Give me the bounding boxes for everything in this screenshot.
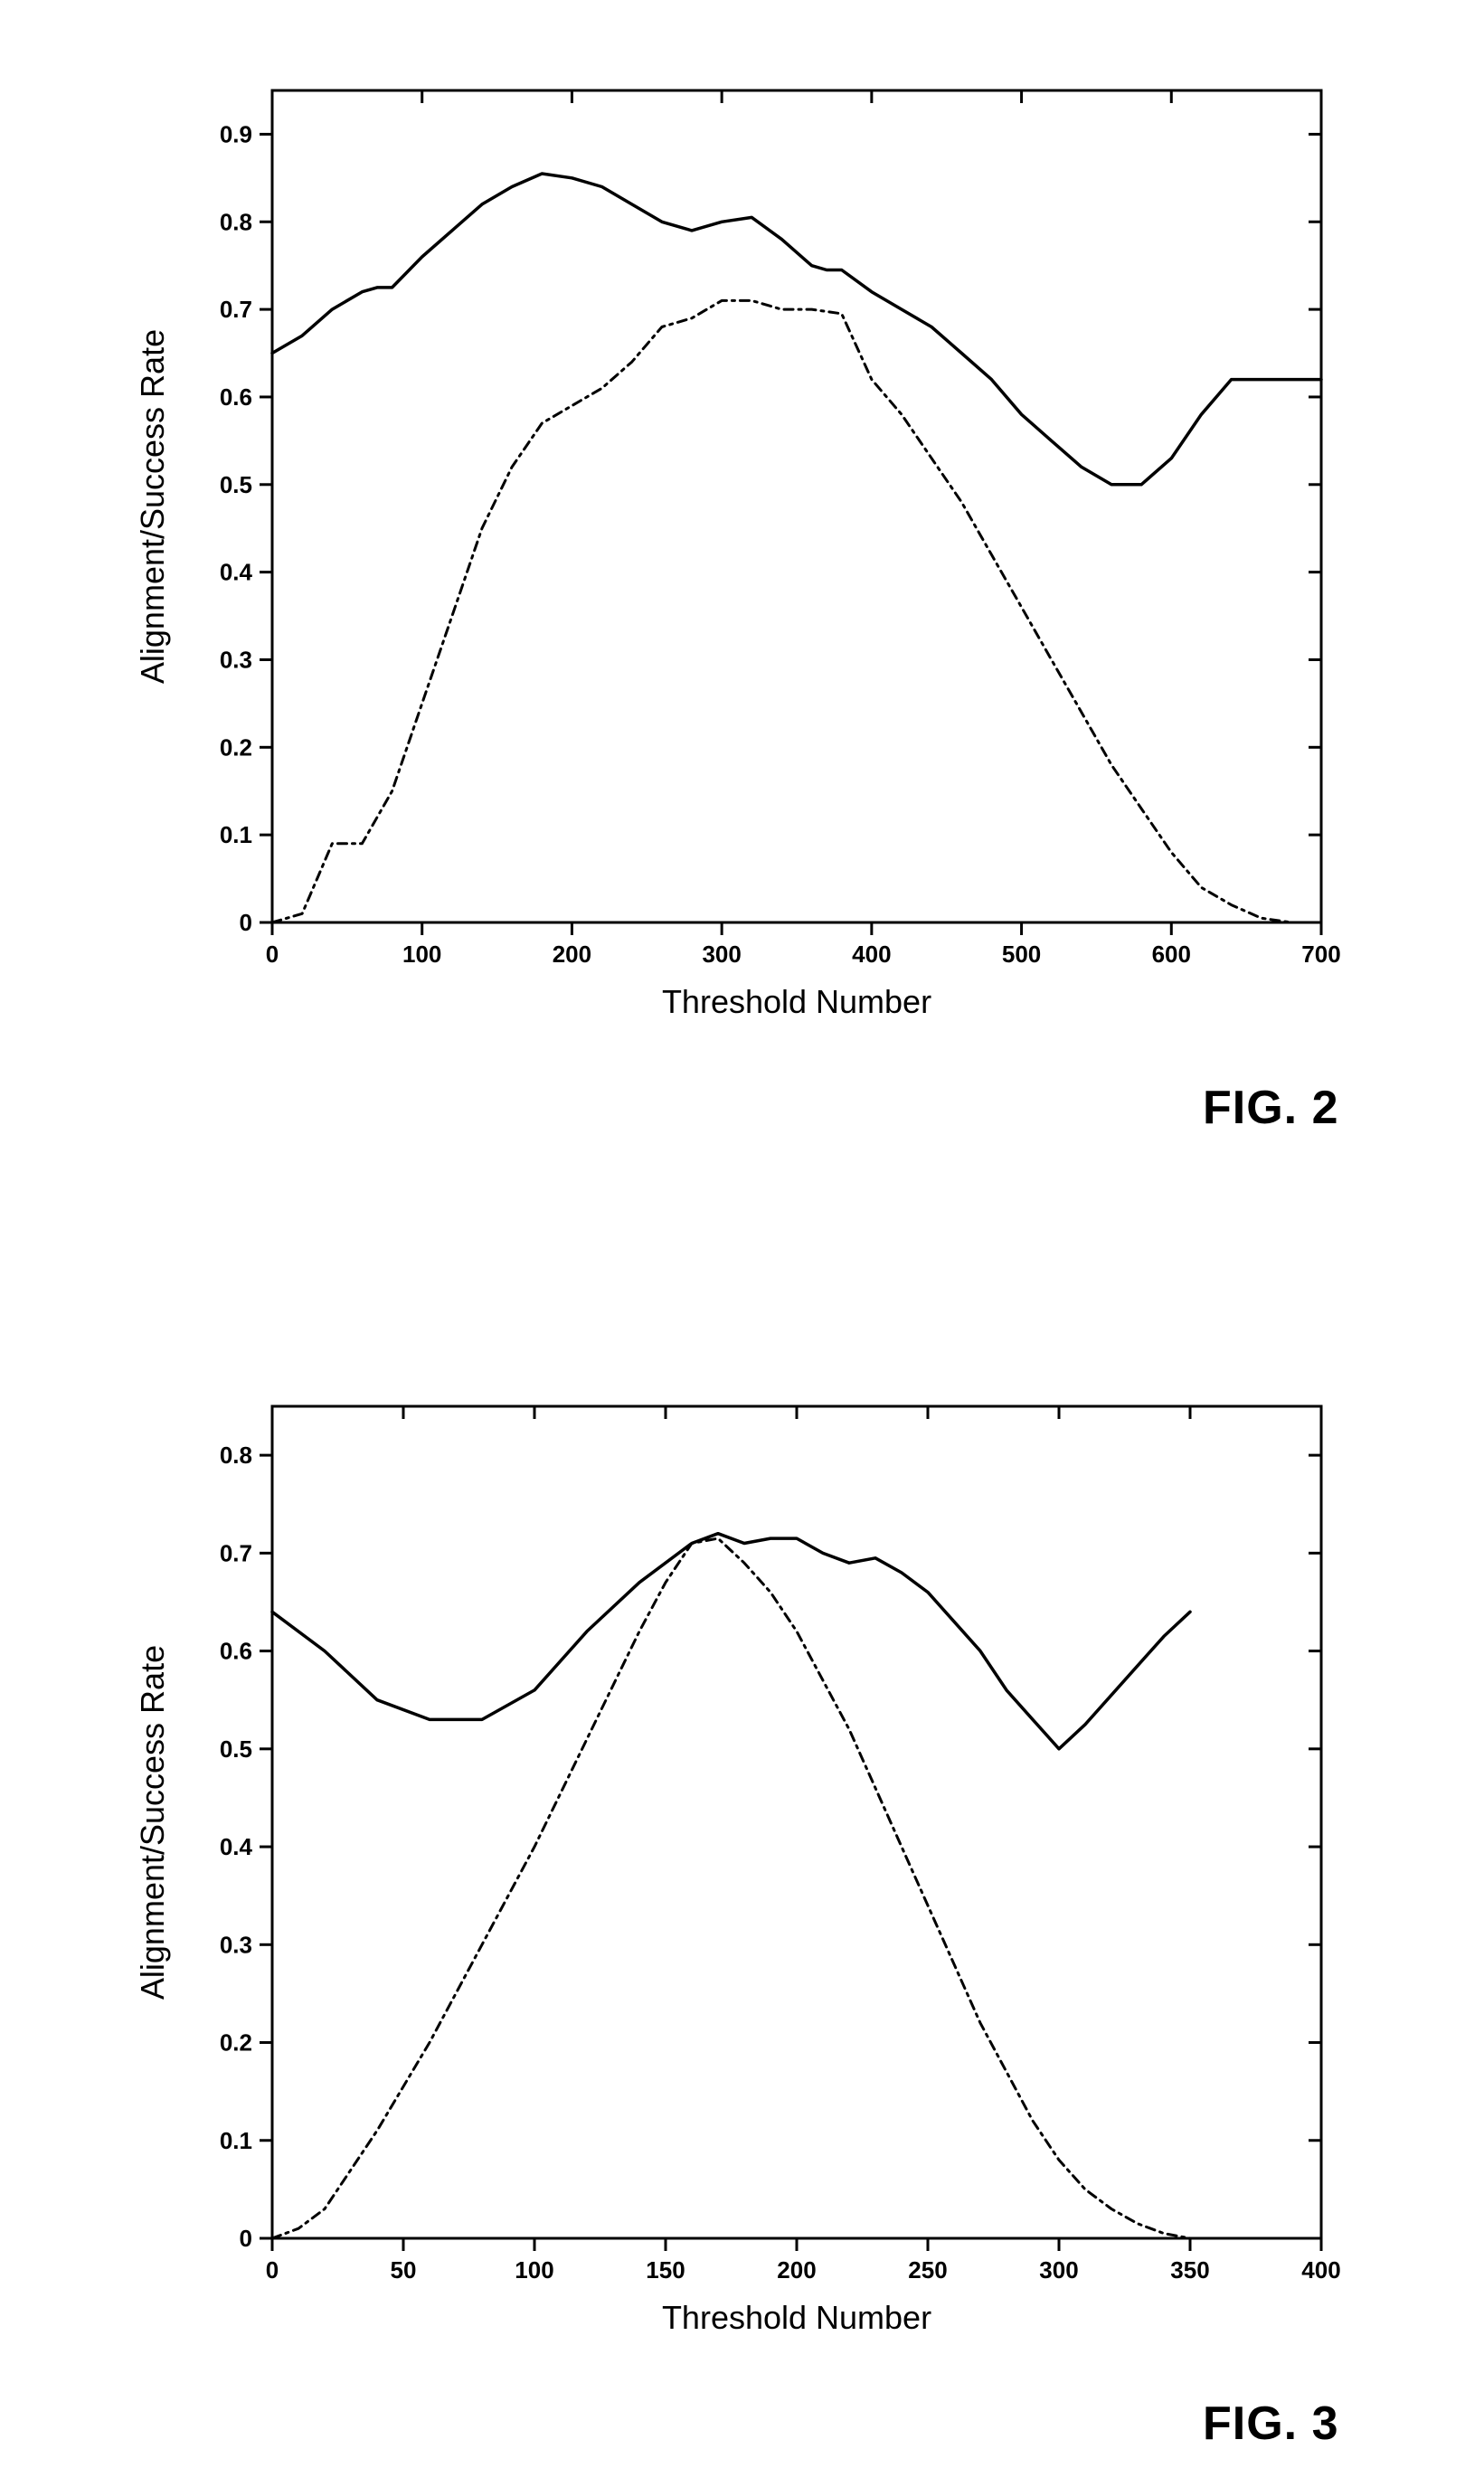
- svg-text:300: 300: [702, 941, 741, 968]
- svg-text:0.4: 0.4: [219, 559, 252, 586]
- svg-text:0.2: 0.2: [219, 733, 251, 761]
- spacer: [0, 1171, 1484, 1316]
- svg-text:0.3: 0.3: [219, 1931, 251, 1958]
- figure-3-chart: 0 50 100 150 200 250 300 350 400 0 0.1 0.2 0.3 0.4 0.5…: [109, 1370, 1375, 2365]
- svg-text:250: 250: [908, 2256, 947, 2284]
- svg-text:0.2: 0.2: [219, 2029, 251, 2057]
- svg-text:Alignment/Success Rate: Alignment/Success Rate: [134, 1645, 171, 2000]
- svg-text:Threshold Number: Threshold Number: [661, 983, 931, 1020]
- figure-2-caption: FIG. 2: [109, 1081, 1339, 1135]
- figure-2-chart: 0 100 200 300 400 500 600 700 0 0.1 0.2 0.3 0.4 0.5 0.…: [109, 54, 1375, 1049]
- svg-text:0.8: 0.8: [219, 1442, 251, 1469]
- figure-3-caption: FIG. 3: [109, 2397, 1339, 2451]
- svg-text:100: 100: [515, 2256, 553, 2284]
- svg-text:0.4: 0.4: [219, 1833, 252, 1860]
- svg-text:600: 600: [1151, 941, 1190, 968]
- svg-text:500: 500: [1001, 941, 1040, 968]
- svg-text:Threshold Number: Threshold Number: [661, 2299, 931, 2336]
- svg-text:0.3: 0.3: [219, 646, 251, 673]
- svg-text:0.7: 0.7: [219, 1539, 251, 1566]
- svg-text:0.5: 0.5: [219, 471, 251, 498]
- svg-text:0.8: 0.8: [219, 208, 251, 235]
- figure-2-container: 0 100 200 300 400 500 600 700 0 0.1 0.2 0.3 0.4 0.5 0.…: [109, 54, 1375, 1135]
- svg-text:0.6: 0.6: [219, 1638, 251, 1665]
- svg-text:0: 0: [239, 2225, 251, 2252]
- svg-text:0: 0: [265, 941, 278, 968]
- svg-text:700: 700: [1301, 941, 1340, 968]
- svg-text:0.9: 0.9: [219, 120, 251, 147]
- svg-text:0: 0: [265, 2256, 278, 2284]
- svg-text:0.7: 0.7: [219, 296, 251, 323]
- svg-text:100: 100: [402, 941, 441, 968]
- svg-text:200: 200: [777, 2256, 816, 2284]
- svg-text:Alignment/Success Rate: Alignment/Success Rate: [134, 329, 171, 684]
- svg-text:0.5: 0.5: [219, 1735, 251, 1763]
- svg-text:50: 50: [390, 2256, 416, 2284]
- svg-text:400: 400: [1301, 2256, 1340, 2284]
- svg-text:350: 350: [1170, 2256, 1209, 2284]
- svg-text:0.1: 0.1: [219, 821, 251, 848]
- svg-text:0.1: 0.1: [219, 2127, 251, 2154]
- svg-text:400: 400: [852, 941, 891, 968]
- svg-text:0.6: 0.6: [219, 383, 251, 411]
- figure-3-container: 0 50 100 150 200 250 300 350 400 0 0.1 0.2 0.3 0.4 0.5…: [109, 1370, 1375, 2451]
- svg-text:200: 200: [552, 941, 591, 968]
- svg-text:300: 300: [1039, 2256, 1078, 2284]
- svg-text:0: 0: [239, 909, 251, 936]
- svg-text:150: 150: [646, 2256, 685, 2284]
